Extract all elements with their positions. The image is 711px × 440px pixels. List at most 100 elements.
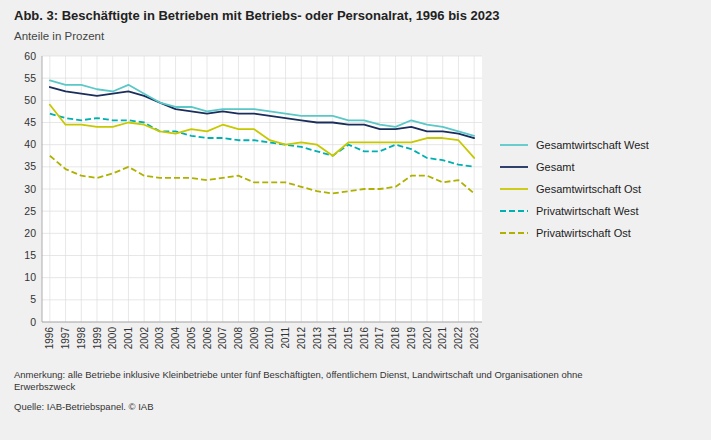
x-grid-line [254,56,255,322]
x-grid-line [238,56,239,322]
x-tick-label: 2023 [469,327,480,350]
x-tick-label: 2006 [202,327,213,350]
x-tick-label: 2016 [359,327,370,350]
x-grid-line [222,56,223,322]
y-grid-line [42,211,482,212]
y-tick-label: 55 [24,72,36,84]
y-grid-line [42,255,482,256]
grid [42,56,482,322]
x-tick-label: 2003 [154,327,165,350]
x-tick-label: 2009 [249,327,260,350]
chart: Abb. 3: Beschäftigte in Betrieben mit Be… [0,0,711,440]
x-tick-label: 2010 [264,327,275,350]
background [0,0,711,440]
y-tick-label: 25 [24,205,36,217]
y-tick-label: 15 [24,249,36,261]
x-grid-line [474,56,475,322]
y-tick-label: 5 [30,293,36,305]
y-grid-line [42,322,482,323]
legend: Gesamtwirtschaft WestGesamtGesamtwirtsch… [500,139,649,239]
x-tick-label: 2022 [453,327,464,350]
x-tick-label: 1998 [76,327,87,350]
x-axis-line [42,322,482,323]
legend-swatch [500,232,528,234]
legend-label: Privatwirtschaft Ost [536,227,631,239]
y-tick-label: 20 [24,227,36,239]
y-grid-line [42,100,482,101]
x-tick-label: 2021 [437,327,448,350]
legend-swatch [500,166,528,168]
x-tick-label: 2008 [233,327,244,350]
annotation-line: Anmerkung: alle Betriebe inklusive Klein… [14,369,583,380]
x-grid-line [207,56,208,322]
y-tick-label: 30 [24,183,36,195]
y-axis-line [42,56,43,322]
y-tick-label: 45 [24,116,36,128]
x-grid-line [285,56,286,322]
x-tick-label: 2018 [390,327,401,350]
x-tick-label: 2015 [343,327,354,350]
series-line [50,105,474,158]
x-grid-line [269,56,270,322]
x-grid-line [128,56,129,322]
x-tick-label: 1997 [60,327,71,350]
series-line [50,87,474,138]
y-grid-line [42,189,482,190]
x-tick-label: 2019 [406,327,417,350]
y-tick-label: 40 [24,138,36,150]
x-grid-line [191,56,192,322]
y-grid-line [42,299,482,300]
series-line [50,156,474,194]
x-tick-label: 2005 [186,327,197,350]
x-grid-line [112,56,113,322]
x-tick-label: 2002 [139,327,150,350]
series-lines [50,80,474,193]
y-grid-line [42,166,482,167]
x-grid-line [458,56,459,322]
x-tick-label: 2017 [374,327,385,350]
x-grid-line [49,56,50,322]
x-tick-label: 2001 [123,327,134,350]
x-grid-line [395,56,396,322]
x-grid-line [81,56,82,322]
x-tick-label: 2004 [170,327,181,350]
y-tick-label: 0 [30,316,36,328]
y-tick-label: 50 [24,94,36,106]
x-grid-line [442,56,443,322]
x-tick-label: 2020 [422,327,433,350]
x-tick-label: 2011 [280,327,291,349]
title: Abb. 3: Beschäftigte in Betrieben mit Be… [14,8,500,23]
x-grid-line [317,56,318,322]
x-tick-label: 2007 [217,327,228,350]
y-tick-label: 10 [24,271,36,283]
x-tick-label: 1999 [92,327,103,350]
legend-swatch [500,188,528,190]
x-grid-line [411,56,412,322]
y-grid-line [42,144,482,145]
x-grid-line [301,56,302,322]
x-tick-label: 1996 [44,327,55,350]
annotation-line: Quelle: IAB-Betriebspanel. © IAB [14,401,154,412]
annotation: Quelle: IAB-Betriebspanel. © IAB [14,401,154,412]
subtitle: Anteile in Prozent [14,30,105,42]
legend-label: Gesamtwirtschaft West [536,139,649,151]
x-grid-line [348,56,349,322]
annotation: Anmerkung: alle Betriebe inklusive Klein… [14,369,583,392]
y-grid-line [42,78,482,79]
x-grid-line [427,56,428,322]
series-line [50,114,474,167]
x-tick-label: 2000 [107,327,118,350]
legend-swatch [500,210,528,212]
axes: 0510152025303540455055601996199719981999… [24,50,482,350]
annotation-line: Erwerbszweck [14,381,75,392]
plot-background [42,56,482,322]
y-tick-label: 60 [24,50,36,62]
x-tick-label: 2012 [296,327,307,350]
y-grid-line [42,233,482,234]
series-line [50,80,474,135]
legend-label: Gesamt [536,161,575,173]
x-grid-line [65,56,66,322]
x-grid-line [159,56,160,322]
y-grid-line [42,277,482,278]
x-tick-label: 2013 [312,327,323,350]
